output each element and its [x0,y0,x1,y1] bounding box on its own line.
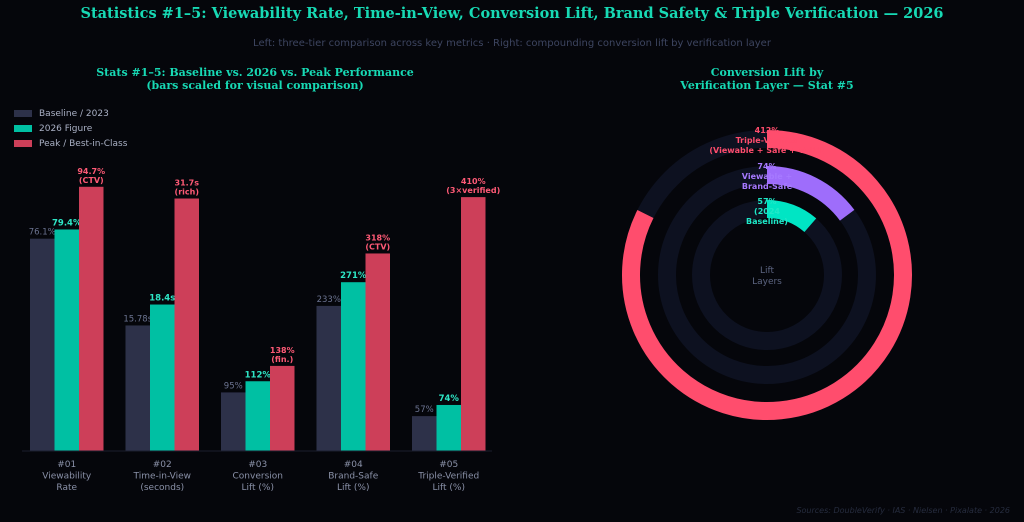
legend-swatch-peak [14,140,32,147]
bar-baseline-1 [30,238,55,451]
data-label-baseline-2: 15.78s [123,314,152,324]
data-label-baseline-1: 76.1% [29,228,56,238]
category-label-5: #05 Triple-Verified Lift (%) [417,460,479,493]
legend-swatch-2026 [14,125,32,132]
bar-baseline-3 [221,392,246,451]
bar-peak-4 [365,253,390,451]
source-note: Sources: DoubleVerify · IAS · Nielsen · … [796,506,1010,515]
legend-label-baseline: Baseline / 2023 [39,108,109,119]
ring-label-viewable-safe: 74% Viewable + Brand-Safe [742,162,793,191]
data-label-baseline-5: 57% [415,405,434,415]
data-label-2026-4: 271% [340,271,367,281]
bar-peak-3 [270,365,295,451]
data-label-peak-3: 138% (fin.) [270,346,295,364]
page-title: Statistics #1–5: Viewability Rate, Time-… [80,5,944,22]
ring-center-label: Lift Layers [752,266,782,287]
bar-2026-3 [245,381,270,451]
category-label-1: #01 Viewability Rate [42,460,92,493]
ring-arc-viewable-safe [766,166,855,221]
bar-baseline-4 [316,305,341,451]
bar-peak-5 [461,197,486,451]
bar-2026-2 [150,304,175,451]
data-label-peak-5: 410% (3×verified) [446,177,500,195]
data-label-2026-5: 74% [439,394,460,404]
bar-chart-legend: Baseline / 2023 2026 Figure Peak / Best-… [14,106,127,151]
ring-arc-triple-verified [622,130,912,420]
bar-2026-1 [54,229,79,451]
data-label-baseline-4: 233% [317,295,341,305]
category-label-4: #04 Brand-Safe Lift (%) [328,460,378,493]
ring-arc-baseline [766,200,817,233]
data-label-2026-2: 18.4s [149,294,175,304]
data-label-2026-3: 112% [245,370,272,380]
bar-peak-2 [174,198,199,451]
bar-baseline-2 [125,325,150,451]
ring-label-baseline: 57% (2024 Baseline) [746,197,788,226]
data-label-baseline-3: 95% [224,381,243,391]
legend-swatch-baseline [14,110,32,117]
bar-2026-5 [436,404,461,451]
legend-item-2026: 2026 Figure [14,121,127,136]
legend-item-peak: Peak / Best-in-Class [14,136,127,151]
ring-label-triple-verified: 412% Triple-Verified (Viewable + Safe + Va… [709,126,824,155]
bar-baseline-5 [412,416,437,451]
data-label-2026-1: 79.4% [52,218,82,228]
bar-chart-title-line1: Stats #1–5: Baseline vs. 2026 vs. Peak P… [96,66,414,79]
category-label-2: #02 Time-in-View (seconds) [132,460,191,493]
bar-2026-4 [341,282,366,451]
data-label-peak-1: 94.7% (CTV) [77,167,105,185]
page-subtitle: Left: three-tier comparison across key m… [253,38,771,49]
category-label-3: #03 Conversion Lift (%) [233,460,283,493]
bar-chart-title-line2: (bars scaled for visual comparison) [146,79,364,92]
legend-item-baseline: Baseline / 2023 [14,106,127,121]
legend-label-2026: 2026 Figure [39,123,93,134]
data-label-peak-4: 318% (CTV) [365,233,390,251]
ring-chart-title: Conversion Lift by Verification Layer — … [680,66,854,92]
bar-chart-title: Stats #1–5: Baseline vs. 2026 vs. Peak P… [40,66,470,92]
legend-label-peak: Peak / Best-in-Class [39,138,128,149]
data-label-peak-2: 31.7s (rich) [175,179,200,197]
bar-peak-1 [79,186,104,452]
